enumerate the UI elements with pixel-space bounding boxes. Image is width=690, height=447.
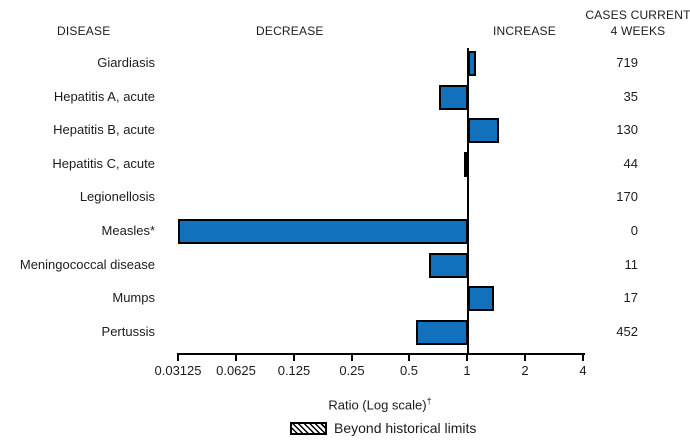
x-tick-mark [351,355,353,361]
x-tick-mark [524,355,526,361]
disease-label: Meningococcal disease [19,257,155,272]
hatched-swatch-icon [290,421,327,435]
x-tick-label: 4 [579,363,587,378]
disease-label: Pertussis [101,324,155,339]
cases-count: 719 [616,55,638,70]
x-axis-title: Ratio (Log scale)† [255,396,505,412]
cases-count: 130 [616,122,638,137]
x-axis-line [177,353,585,355]
x-tick-mark [177,355,179,361]
cases-count: 170 [616,189,638,204]
x-tick-mark [582,355,584,361]
x-tick-label: 0.03125 [154,363,202,378]
x-tick-label: 1 [463,363,471,378]
ratio-bar [178,219,468,244]
legend-label: Beyond historical limits [334,420,477,436]
ratio-bar [439,85,468,110]
column-header-decrease: DECREASE [256,24,324,38]
x-tick-mark [293,355,295,361]
x-tick-label: 0.0625 [216,363,256,378]
column-header-disease: DISEASE [57,24,111,38]
ratio-bar [429,253,468,278]
disease-label: Hepatitis B, acute [53,122,155,137]
x-tick-label: 0.125 [277,363,311,378]
disease-label: Giardiasis [97,55,155,70]
cases-count: 17 [623,290,638,305]
ratio-bar [416,320,468,345]
disease-label: Hepatitis C, acute [52,156,155,171]
x-tick-label: 0.5 [399,363,419,378]
x-tick-mark [466,355,468,361]
x-tick-mark [408,355,410,361]
x-axis-title-dagger: † [426,396,432,406]
cases-count: 35 [623,89,638,104]
cases-count: 452 [616,324,638,339]
ratio-bar [464,152,468,177]
cases-header-line1: CASES CURRENT [585,8,690,22]
x-tick-mark [235,355,237,361]
cases-count: 11 [624,257,639,272]
x-tick-label: 2 [521,363,529,378]
disease-label: Mumps [112,290,155,305]
ratio-bar [468,51,476,76]
legend: Beyond historical limits [290,420,476,436]
cases-count: 44 [623,156,638,171]
disease-label: Hepatitis A, acute [53,89,155,104]
cases-header-line2: 4 WEEKS [610,24,666,38]
cases-count: 0 [630,223,638,238]
baseline-reference-line [467,48,469,354]
x-tick-label: 0.25 [339,363,365,378]
disease-label: Measles* [101,223,155,238]
disease-label: Legionellosis [79,189,155,204]
column-header-cases-current-4-weeks: CASES CURRENT 4 WEEKS [575,7,690,39]
column-header-increase: INCREASE [493,24,556,38]
ratio-bar [468,286,494,311]
x-axis-title-text: Ratio (Log scale) [328,397,427,413]
ratio-bar [468,118,499,143]
